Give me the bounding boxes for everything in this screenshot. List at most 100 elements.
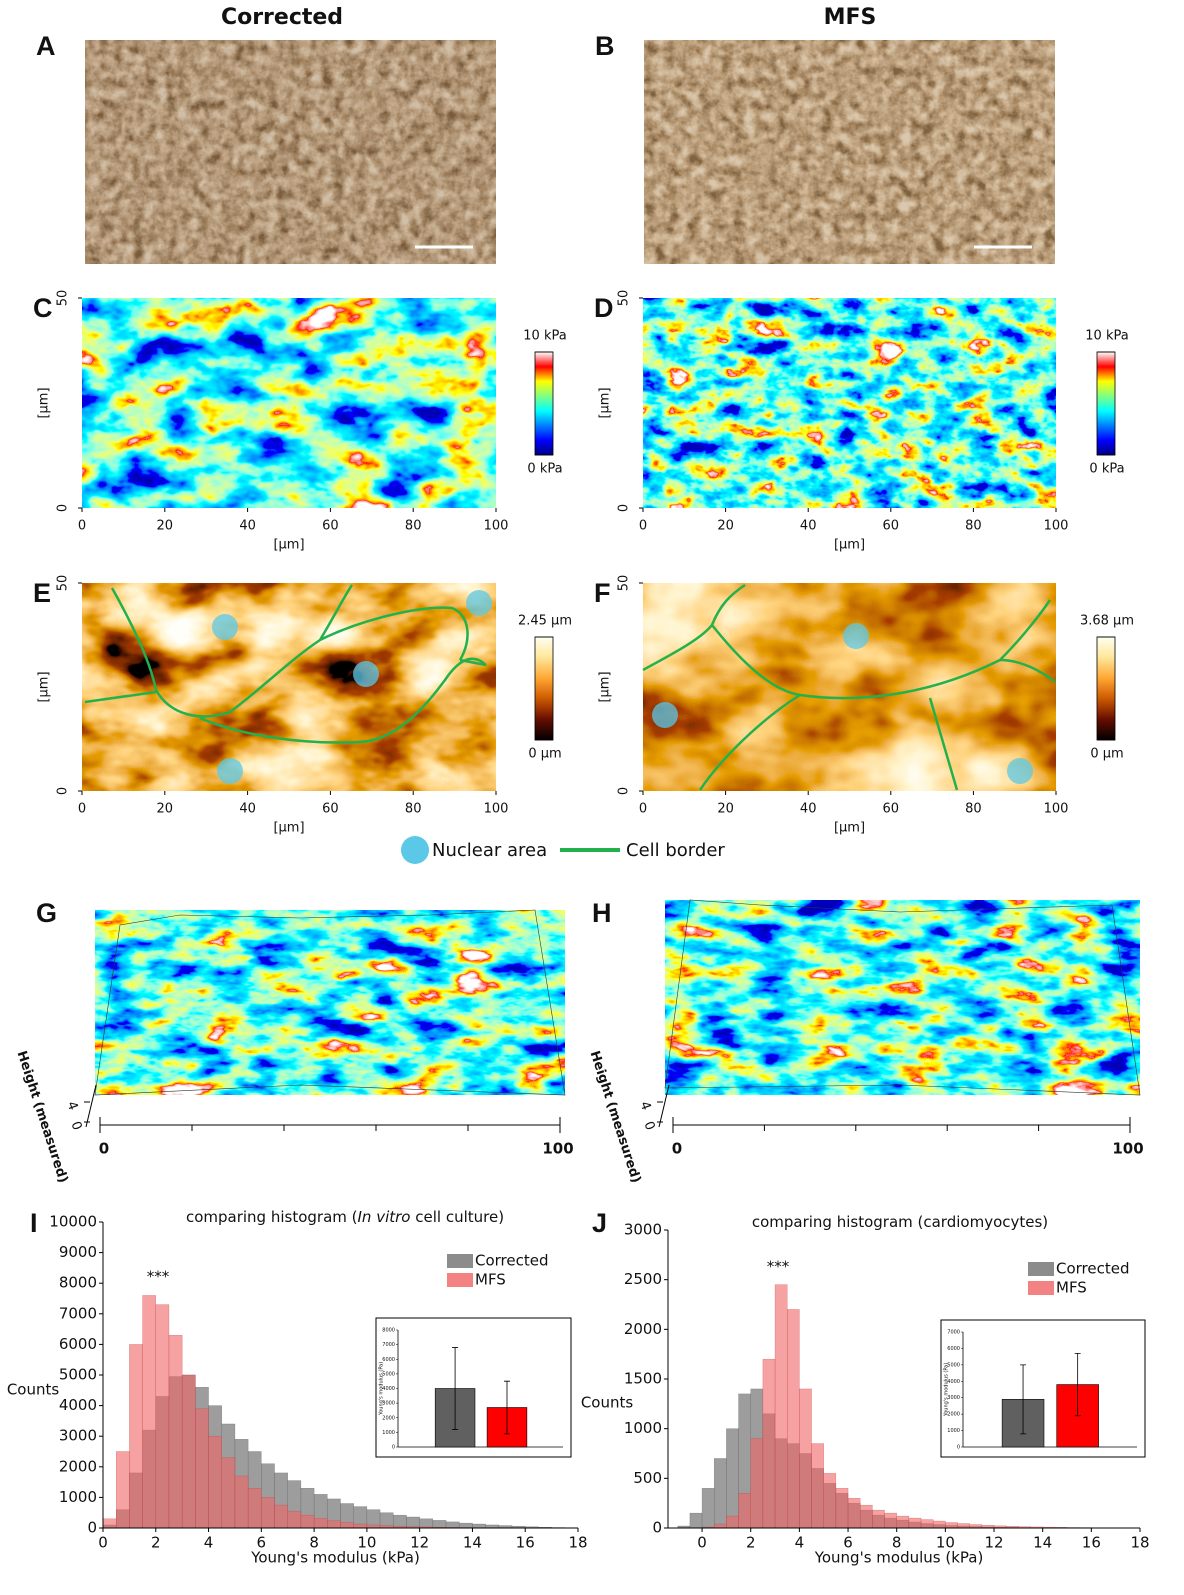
colorbar-label: 2.45 µm [518, 614, 572, 629]
x-tick-label: 0 [672, 1140, 682, 1158]
inset-y-tick-label: 7000 [382, 1342, 395, 1348]
histogram-bar [872, 1509, 885, 1529]
y-tick-label: 3000 [624, 1221, 662, 1239]
cell-border [84, 690, 157, 704]
y-tick-label: 500 [633, 1469, 662, 1487]
x-tick-label: 4 [795, 1534, 805, 1552]
map-image [643, 298, 1056, 508]
y-axis-label: [µm] [598, 387, 613, 418]
x-tick-label: 100 [484, 802, 509, 817]
micrograph-shade [85, 40, 496, 264]
x-tick-label: 16 [1082, 1534, 1101, 1552]
x-axis-label: Young's modulus (kPa) [250, 1549, 420, 1567]
panel-label: J [592, 1208, 607, 1238]
x-tick-label: 40 [800, 802, 817, 817]
x-tick-label: 4 [204, 1534, 214, 1552]
y-tick-label: 0 [652, 1519, 662, 1537]
histogram-bar [340, 1522, 354, 1529]
x-tick-label: 6 [257, 1534, 267, 1552]
title-part: In vitro [358, 1208, 411, 1226]
z-tick-label: 0 [68, 1120, 85, 1133]
nuclear-area [652, 702, 678, 728]
x-tick-label: 40 [239, 802, 256, 817]
histogram-bar [472, 1523, 486, 1529]
micrograph [644, 40, 1055, 264]
colorbar [1096, 636, 1116, 741]
panel-label: F [594, 578, 611, 608]
x-tick-label: 10 [936, 1534, 955, 1552]
x-tick-label: 60 [322, 519, 339, 534]
y-axis-label: [µm] [37, 387, 52, 418]
y-tick-label: 50 [56, 290, 71, 307]
y-tick-label: 50 [56, 575, 71, 592]
y-tick-label: 3000 [59, 1427, 97, 1445]
inset-y-tick-label: 1000 [947, 1428, 960, 1434]
y-axis-label: Counts [7, 1381, 60, 1399]
inset-y-tick-label: 5000 [947, 1362, 960, 1368]
panel-label: E [33, 578, 51, 608]
inset-y-tick-label: 6000 [947, 1346, 960, 1352]
title-part: comparing histogram (cardiomyocytes) [752, 1213, 1048, 1231]
x-tick-label: 20 [157, 519, 174, 534]
y-tick-label: 50 [617, 290, 632, 307]
inset-y-tick-label: 8000 [382, 1328, 395, 1334]
histogram-bar [750, 1438, 764, 1529]
legend-swatch [401, 836, 429, 864]
histogram-bar [945, 1522, 958, 1529]
inset-y-tick-label: 5000 [382, 1371, 395, 1377]
y-tick-label: 6000 [59, 1335, 97, 1353]
inset-y-tick-label: 2000 [947, 1412, 960, 1418]
x-tick-label: 100 [542, 1140, 573, 1158]
x-axis-label: Young's modulus (kPa) [814, 1549, 984, 1567]
histogram-bar [714, 1523, 727, 1529]
histogram-bar [847, 1497, 861, 1529]
x-tick-label: 0 [99, 1140, 109, 1158]
z-axis-label: Height (measured) [587, 1049, 644, 1185]
inset-y-tick-label: 3000 [947, 1395, 960, 1401]
x-tick-label: 18 [1130, 1534, 1149, 1552]
inset-y-tick-label: 2000 [382, 1415, 395, 1421]
legend-label: Cell border [626, 840, 725, 861]
x-tick-label: 6 [843, 1534, 853, 1552]
legend-swatch [447, 1273, 473, 1287]
nuclear-area [843, 623, 869, 649]
histogram-bar [787, 1309, 800, 1529]
x-tick-label: 0 [78, 802, 86, 817]
inset-y-tick-label: 6000 [382, 1357, 395, 1363]
histogram-bar [714, 1458, 727, 1529]
colorbar [534, 351, 554, 456]
z-tick-label: 4 [637, 1100, 654, 1113]
histogram-bar [327, 1520, 341, 1529]
cell-border [711, 599, 1052, 700]
x-tick-label: 14 [1033, 1534, 1052, 1552]
histogram-bar [701, 1488, 715, 1529]
x-tick-label: 80 [965, 802, 982, 817]
y-tick-label: 50 [617, 575, 632, 592]
legend-swatch [447, 1254, 473, 1268]
cell-border [928, 697, 959, 791]
histogram-bar [181, 1374, 196, 1529]
inset-y-tick-label: 7000 [947, 1330, 960, 1336]
y-tick-label: 8000 [59, 1274, 97, 1292]
histogram-bar [432, 1520, 447, 1529]
panel-label: G [36, 898, 57, 928]
histogram-bar [835, 1488, 849, 1529]
x-tick-label: 18 [568, 1534, 587, 1552]
x-tick-label: 100 [1044, 802, 1069, 817]
surface-outline [664, 899, 1141, 1096]
y-tick-label: 0 [56, 787, 71, 795]
y-axis-label: Counts [581, 1394, 634, 1412]
x-tick-label: 60 [322, 802, 339, 817]
histogram-bar [860, 1504, 873, 1529]
legend-label: MFS [475, 1271, 506, 1289]
x-axis-label: [µm] [834, 821, 865, 836]
inset-y-tick-label: 1000 [382, 1430, 395, 1436]
title-part: cell culture) [410, 1208, 504, 1226]
y-tick-label: 0 [617, 787, 632, 795]
x-tick-label: 8 [309, 1534, 319, 1552]
error-bar [1020, 1364, 1027, 1435]
y-tick-label: 5000 [59, 1366, 97, 1384]
histogram-bar [726, 1428, 739, 1529]
x-tick-label: 80 [405, 519, 422, 534]
histogram-bar [221, 1457, 236, 1529]
